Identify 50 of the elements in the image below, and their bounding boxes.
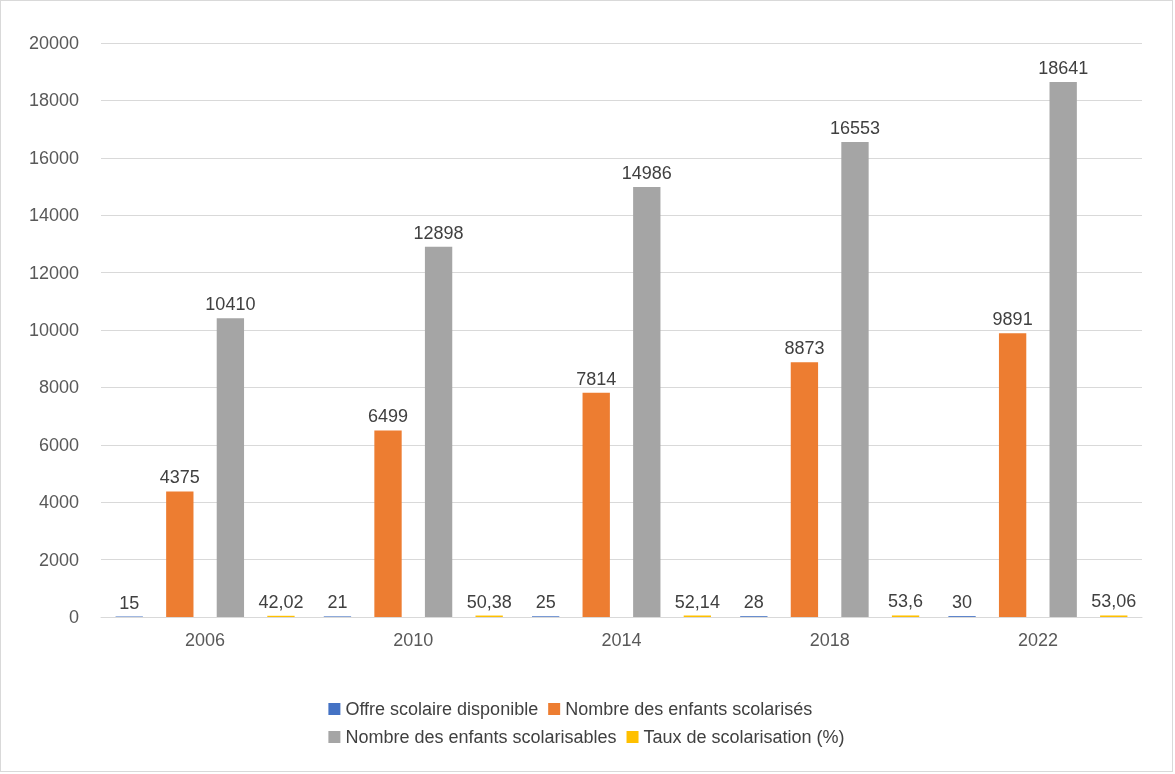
bar [841,141,869,617]
legend-label: Nombre des enfants scolarisables [345,727,617,747]
data-label: 14986 [621,162,672,183]
legend-label: Nombre des enfants scolarisés [565,699,813,719]
y-tick-label: 16000 [28,147,79,168]
data-label: 12898 [413,222,464,243]
bar [374,430,402,617]
y-tick-label: 12000 [28,262,79,283]
data-label: 9891 [992,309,1033,330]
data-label: 42,02 [258,591,304,612]
data-label: 52,14 [674,591,720,612]
x-tick-label: 2018 [809,630,850,650]
data-label: 53,6 [888,591,924,612]
data-label: 7814 [576,368,617,389]
x-tick-label: 2010 [393,630,434,650]
bar [1049,82,1077,617]
x-tick-label: 2022 [1017,630,1058,650]
data-label: 21 [327,592,348,613]
data-label: 18641 [1038,58,1089,78]
y-tick-label: 2000 [38,549,79,570]
y-tick-label: 18000 [28,90,79,111]
y-tick-label: 0 [68,607,79,627]
bar [216,318,245,617]
data-label: 30 [952,592,973,613]
y-tick-label: 6000 [38,434,79,455]
data-label: 10410 [205,294,256,315]
y-tick-label: 8000 [38,377,79,398]
y-tick-label: 20000 [28,33,79,53]
x-tick-label: 2014 [601,630,642,650]
legend-label: Offre scolaire disponible [345,699,539,719]
y-tick-label: 10000 [28,320,79,340]
bar [166,491,194,617]
y-tick-label: 4000 [38,492,79,513]
data-label: 28 [743,592,764,613]
y-tick-label: 14000 [28,205,79,226]
bar [582,392,610,617]
data-label: 16553 [829,117,881,138]
x-tick-label: 2006 [185,630,226,650]
bar [424,246,453,617]
legend-label: Taux de scolarisation (%) [643,727,845,747]
data-label: 50,38 [466,591,512,612]
data-label: 15 [119,592,140,613]
data-label: 8873 [784,338,825,359]
data-label: 4375 [159,467,200,488]
data-label: 53,06 [1091,591,1137,612]
bar [633,186,661,617]
data-label: 6499 [367,406,409,427]
bar [998,333,1027,617]
data-label: 25 [535,592,556,613]
bar [790,362,819,617]
